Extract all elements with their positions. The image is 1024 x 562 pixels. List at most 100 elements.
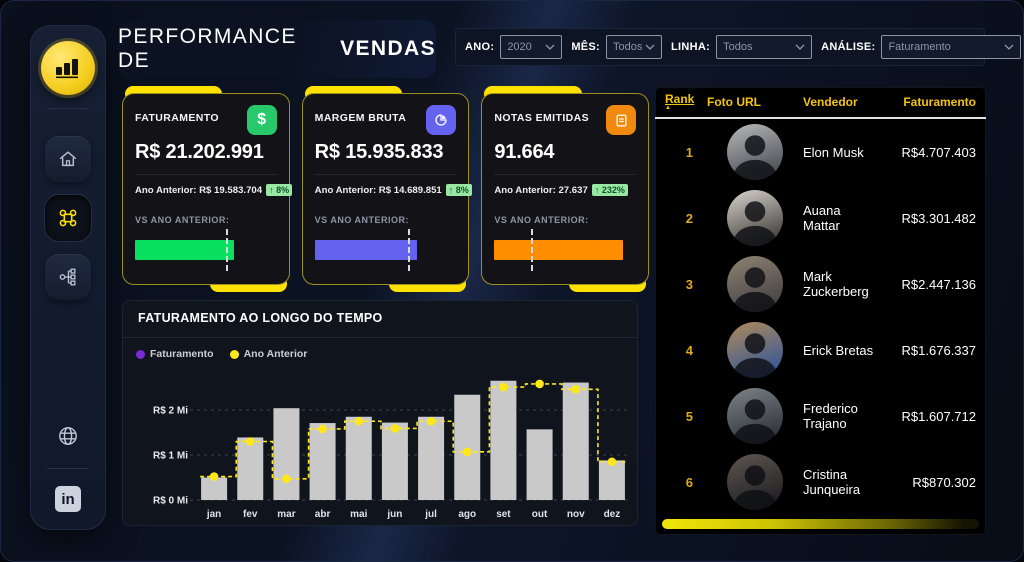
dot-jan[interactable] <box>209 472 219 481</box>
dot-fev[interactable] <box>245 437 255 446</box>
brand-logo[interactable] <box>41 41 95 95</box>
filter-group-mês: MÊS: Todos <box>571 35 663 59</box>
kpi-cards: FATURAMENTO $ R$ 21.202.991 Ano Anterior… <box>122 86 650 292</box>
y-axis-tick: R$ 2 Mi <box>153 406 188 417</box>
vendedor-name: Elon Musk <box>803 144 864 160</box>
vendedor-name: Mark Zuckerberg <box>803 269 869 299</box>
page-title: PERFORMANCE DE VENDAS <box>118 20 436 78</box>
filter-group-ano: ANO: 2020 <box>465 35 563 59</box>
kpi-value: R$ 15.935.833 <box>314 141 444 163</box>
chevron-down-icon <box>645 44 655 50</box>
rank-cell: 4 <box>685 342 693 358</box>
header-rank[interactable]: Rank ▲ <box>661 93 707 111</box>
chevron-down-icon <box>545 44 555 50</box>
filter-bar: ANO: 2020 MÊS: Todos LINHA: Todos ANÁLIS… <box>455 28 1022 66</box>
header-vendedor[interactable]: Vendedor <box>803 95 858 109</box>
table-row[interactable]: 3 Mark Zuckerberg R$2.447.136 <box>655 251 986 317</box>
x-axis-label: jul <box>424 509 437 520</box>
kpi-progress-bar <box>314 240 417 260</box>
kpi-divider <box>314 174 457 175</box>
rank-cell: 3 <box>685 276 693 292</box>
legend-item[interactable]: Faturamento <box>136 348 214 360</box>
sidebar-divider <box>47 468 89 469</box>
dot-mai[interactable] <box>354 416 364 426</box>
legend-item[interactable]: Ano Anterior <box>229 348 307 360</box>
dot-set[interactable] <box>499 382 508 392</box>
filter-value: Faturamento <box>888 41 951 53</box>
bar-mai[interactable] <box>345 416 372 500</box>
table-row[interactable]: 2 Auana Mattar R$3.301.482 <box>655 185 986 251</box>
bar-dez[interactable] <box>598 460 625 500</box>
bar-fev[interactable] <box>237 437 264 500</box>
dot-dez[interactable] <box>607 457 617 467</box>
kpi-vs-label: VS ANO ANTERIOR: <box>135 215 230 225</box>
header-faturamento[interactable]: Faturamento <box>903 95 976 109</box>
table-row[interactable]: 1 Elon Musk R$4.707.403 <box>655 119 986 185</box>
avatar-photo <box>727 388 783 444</box>
rank-cell: 5 <box>685 408 693 424</box>
legend-dot <box>136 349 145 359</box>
filter-label: LINHA: <box>671 41 711 53</box>
linkedin-link-button[interactable]: in <box>51 482 85 516</box>
dollar-icon: $ <box>246 105 277 135</box>
rank-cell: 1 <box>685 144 693 160</box>
dot-ago[interactable] <box>462 447 472 457</box>
filter-select[interactable]: Faturamento <box>881 35 1022 59</box>
chart-legend: Faturamento Ano Anterior <box>122 338 638 367</box>
table-row[interactable]: 4 Erick Bretas R$1.676.337 <box>655 317 986 383</box>
bar-out[interactable] <box>526 429 553 500</box>
y-axis-tick: R$ 0 Mi <box>153 496 188 507</box>
bar-nov[interactable] <box>562 382 589 500</box>
dot-mar[interactable] <box>282 474 291 484</box>
nav-command-button[interactable] <box>45 195 91 241</box>
ranking-table: Rank ▲ Foto URL Vendedor Faturamento 1 E… <box>655 87 986 535</box>
x-axis-label: out <box>532 509 548 520</box>
filter-label: ANÁLISE: <box>821 41 876 53</box>
avatar-photo <box>727 256 783 312</box>
kpi-delta-badge: ↑ 8% <box>266 184 293 196</box>
table-header-row: Rank ▲ Foto URL Vendedor Faturamento <box>655 87 986 119</box>
nav-home-button[interactable] <box>45 136 91 182</box>
kpi-card: NOTAS EMITIDAS 91.664 Ano Anterior: 27.6… <box>481 86 650 292</box>
kpi-value: R$ 21.202.991 <box>135 141 264 163</box>
kpi-vs-label: VS ANO ANTERIOR: <box>314 215 410 225</box>
kpi-vs-label: VS ANO ANTERIOR: <box>494 215 589 225</box>
bar-jan[interactable] <box>201 477 228 501</box>
table-row[interactable]: 6 Cristina Junqueira R$870.302 <box>655 449 986 515</box>
bar-jun[interactable] <box>381 422 408 500</box>
kpi-divider <box>494 174 637 175</box>
dot-nov[interactable] <box>571 385 581 394</box>
website-link-button[interactable] <box>52 420 84 455</box>
filter-select[interactable]: Todos <box>716 35 813 59</box>
x-axis-label: mai <box>350 509 367 520</box>
table-scrollbar[interactable] <box>662 519 979 529</box>
table-row[interactable]: 5 Frederico Trajano R$1.607.712 <box>655 383 986 449</box>
filter-value: Todos <box>613 41 643 53</box>
pie-chart-icon <box>435 114 448 126</box>
bar-jul[interactable] <box>418 416 445 500</box>
dot-jul[interactable] <box>426 416 436 426</box>
person-silhouette-icon <box>732 201 778 246</box>
dot-abr[interactable] <box>318 424 327 434</box>
dot-jun[interactable] <box>390 424 400 433</box>
kpi-previous-year: Ano Anterior: R$ 19.583.704 <box>135 184 263 196</box>
nav-flow-button[interactable] <box>45 254 91 300</box>
header-foto-url[interactable]: Foto URL <box>707 95 761 109</box>
kpi-previous-year: Ano Anterior: R$ 14.689.851 <box>314 184 442 196</box>
faturamento-value: R$870.302 <box>912 474 976 490</box>
avatar-photo <box>727 124 783 180</box>
bar-abr[interactable] <box>309 423 336 500</box>
sidebar: in <box>30 25 106 530</box>
linkedin-icon: in <box>55 486 81 512</box>
avatar-photo <box>727 190 783 246</box>
x-axis-label: jan <box>206 509 221 520</box>
vendedor-name: Erick Bretas <box>803 342 874 358</box>
bar-mar[interactable] <box>273 408 300 500</box>
bar-ago[interactable] <box>454 394 481 500</box>
dot-out[interactable] <box>535 379 544 389</box>
filter-select[interactable]: Todos <box>606 35 663 59</box>
person-silhouette-icon <box>732 267 778 312</box>
bar-set[interactable] <box>490 380 517 500</box>
kpi-title: MARGEM BRUTA <box>314 112 407 124</box>
filter-select[interactable]: 2020 <box>500 35 563 59</box>
